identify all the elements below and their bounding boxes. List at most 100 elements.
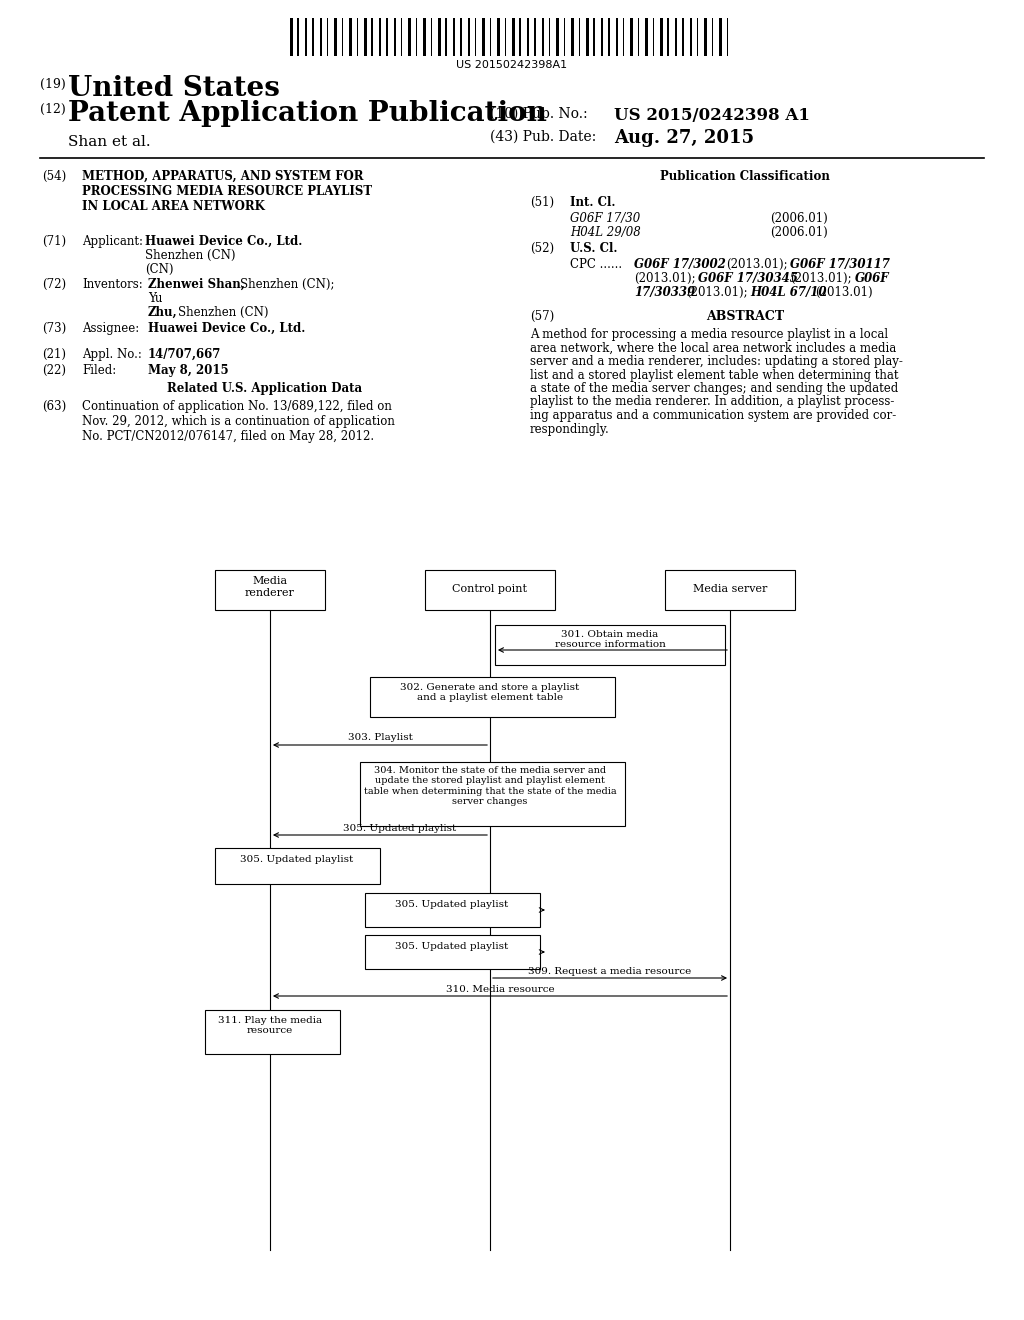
Text: (22): (22) — [42, 364, 66, 378]
Bar — [416, 18, 418, 55]
Text: (73): (73) — [42, 322, 67, 335]
Text: Aug. 27, 2015: Aug. 27, 2015 — [614, 129, 754, 147]
Bar — [356, 18, 358, 55]
Text: Media server: Media server — [693, 583, 767, 594]
Bar — [453, 18, 456, 55]
Bar — [297, 18, 299, 55]
Bar — [468, 18, 470, 55]
Text: list and a stored playlist element table when determining that: list and a stored playlist element table… — [530, 368, 898, 381]
Text: Control point: Control point — [453, 583, 527, 594]
Text: 303. Playlist: 303. Playlist — [347, 733, 413, 742]
Text: ing apparatus and a communication system are provided cor-: ing apparatus and a communication system… — [530, 409, 896, 422]
Bar — [312, 18, 313, 55]
Text: May 8, 2015: May 8, 2015 — [148, 364, 228, 378]
Bar — [579, 18, 580, 55]
Bar — [360, 762, 625, 826]
Text: (51): (51) — [530, 195, 554, 209]
Text: (43) Pub. Date:: (43) Pub. Date: — [490, 129, 596, 144]
Bar — [615, 18, 618, 55]
Bar — [512, 18, 515, 55]
Text: 14/707,667: 14/707,667 — [148, 348, 221, 360]
Text: Media
renderer: Media renderer — [245, 576, 295, 598]
Bar — [327, 18, 329, 55]
Bar — [401, 18, 402, 55]
Text: (CN): (CN) — [145, 263, 173, 276]
Text: Int. Cl.: Int. Cl. — [570, 195, 615, 209]
Bar — [205, 1010, 340, 1053]
Bar — [445, 18, 446, 55]
Text: Patent Application Publication: Patent Application Publication — [68, 100, 547, 127]
Text: (52): (52) — [530, 242, 554, 255]
Bar — [425, 570, 555, 610]
Text: (19): (19) — [40, 78, 70, 91]
Text: (72): (72) — [42, 279, 67, 290]
Text: 309. Request a media resource: 309. Request a media resource — [528, 968, 691, 975]
Bar — [431, 18, 432, 55]
Bar — [712, 18, 714, 55]
Text: Shenzhen (CN): Shenzhen (CN) — [145, 249, 236, 261]
Text: Shenzhen (CN): Shenzhen (CN) — [178, 306, 268, 319]
Bar — [665, 570, 795, 610]
Text: (2013.01): (2013.01) — [815, 286, 872, 300]
Text: 305. Updated playlist: 305. Updated playlist — [343, 824, 457, 833]
Text: Continuation of application No. 13/689,122, filed on
Nov. 29, 2012, which is a c: Continuation of application No. 13/689,1… — [82, 400, 395, 444]
Text: (2013.01);: (2013.01); — [686, 286, 748, 300]
Bar — [364, 18, 367, 55]
Text: Zhenwei Shan,: Zhenwei Shan, — [148, 279, 245, 290]
Bar — [475, 18, 476, 55]
Bar — [519, 18, 521, 55]
Text: Shenzhen (CN);: Shenzhen (CN); — [240, 279, 335, 290]
Bar — [526, 18, 529, 55]
Bar — [372, 18, 373, 55]
Text: 310. Media resource: 310. Media resource — [445, 985, 554, 994]
Bar — [682, 18, 684, 55]
Bar — [460, 18, 462, 55]
Bar — [705, 18, 707, 55]
Text: Assignee:: Assignee: — [82, 322, 139, 335]
Text: a state of the media server changes; and sending the updated: a state of the media server changes; and… — [530, 381, 898, 395]
Bar — [719, 18, 722, 55]
Text: U.S. Cl.: U.S. Cl. — [570, 242, 617, 255]
Bar — [342, 18, 343, 55]
Text: Applicant:: Applicant: — [82, 235, 143, 248]
Text: METHOD, APPARATUS, AND SYSTEM FOR
PROCESSING MEDIA RESOURCE PLAYLIST
IN LOCAL AR: METHOD, APPARATUS, AND SYSTEM FOR PROCES… — [82, 170, 372, 213]
Bar — [631, 18, 633, 55]
Bar — [586, 18, 589, 55]
Text: (2006.01): (2006.01) — [770, 226, 827, 239]
Bar — [675, 18, 678, 55]
Bar — [379, 18, 381, 55]
Text: ABSTRACT: ABSTRACT — [706, 310, 784, 323]
Text: H04L 67/10: H04L 67/10 — [750, 286, 826, 300]
Text: Huawei Device Co., Ltd.: Huawei Device Co., Ltd. — [148, 322, 305, 335]
Text: G06F: G06F — [855, 272, 890, 285]
Bar — [505, 18, 506, 55]
Text: Filed:: Filed: — [82, 364, 117, 378]
Bar — [668, 18, 669, 55]
Text: playlist to the media renderer. In addition, a playlist process-: playlist to the media renderer. In addit… — [530, 396, 894, 408]
Bar — [215, 847, 380, 884]
Bar — [365, 894, 540, 927]
Bar — [393, 18, 396, 55]
Text: Appl. No.:: Appl. No.: — [82, 348, 142, 360]
Bar — [370, 677, 615, 717]
Bar — [335, 18, 337, 55]
Bar — [638, 18, 639, 55]
Text: (2006.01): (2006.01) — [770, 213, 827, 224]
Bar — [608, 18, 609, 55]
Bar — [386, 18, 388, 55]
Bar — [549, 18, 551, 55]
Text: Shan et al.: Shan et al. — [68, 135, 151, 149]
Text: (10) Pub. No.:: (10) Pub. No.: — [490, 107, 596, 121]
Text: (2013.01);: (2013.01); — [634, 272, 695, 285]
Bar — [556, 18, 559, 55]
Text: (21): (21) — [42, 348, 66, 360]
Text: Related U.S. Application Data: Related U.S. Application Data — [168, 381, 362, 395]
Text: Zhu,: Zhu, — [148, 306, 177, 319]
Text: (2013.01);: (2013.01); — [726, 257, 787, 271]
Bar — [564, 18, 565, 55]
Text: 311. Play the media
resource: 311. Play the media resource — [218, 1016, 323, 1035]
Bar — [349, 18, 352, 55]
Text: 304. Monitor the state of the media server and
update the stored playlist and pl: 304. Monitor the state of the media serv… — [364, 766, 616, 807]
Text: 17/30339: 17/30339 — [634, 286, 695, 300]
Text: Huawei Device Co., Ltd.: Huawei Device Co., Ltd. — [145, 235, 302, 248]
